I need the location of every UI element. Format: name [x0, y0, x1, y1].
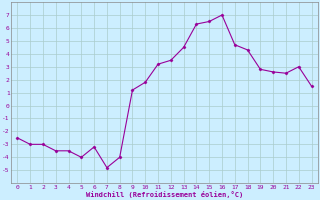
X-axis label: Windchill (Refroidissement éolien,°C): Windchill (Refroidissement éolien,°C): [86, 191, 243, 198]
